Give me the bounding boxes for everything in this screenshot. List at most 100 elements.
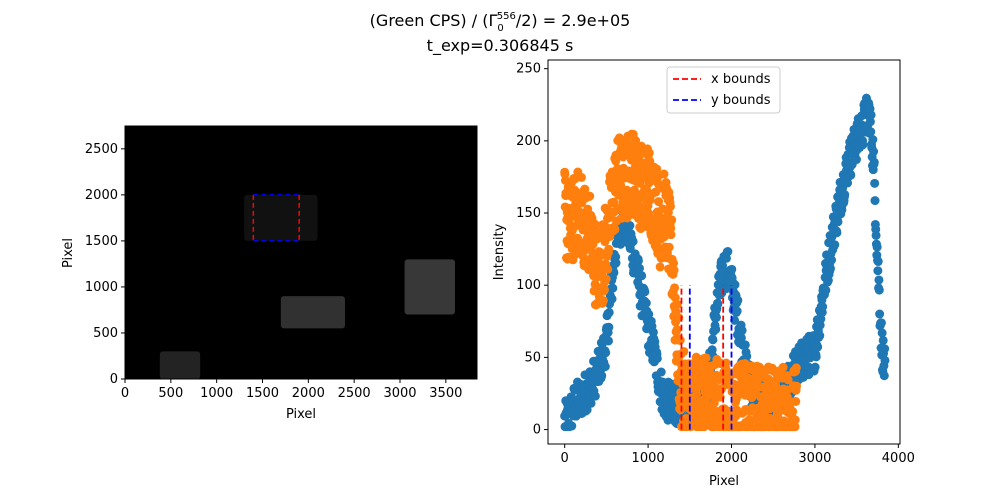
scatter-point-series-0 (876, 318, 886, 328)
legend-label-1: y bounds (711, 93, 771, 108)
scatter-point-series-0 (827, 255, 837, 265)
scatter-point-series-1 (666, 230, 676, 240)
scatter-point-series-0 (868, 135, 878, 145)
scatter-point-series-0 (611, 258, 621, 268)
scatter-y-tick-label: 250 (516, 62, 541, 77)
scatter-point-series-1 (664, 242, 674, 252)
scatter-point-series-0 (652, 353, 662, 363)
scatter-point-series-0 (601, 348, 611, 358)
scatter-point-series-1 (681, 414, 691, 424)
scatter-point-series-0 (818, 302, 828, 312)
scatter-point-series-0 (869, 147, 879, 157)
scatter-x-tick-label: 2000 (715, 451, 748, 466)
scatter-point-series-1 (652, 164, 662, 174)
scatter-point-series-0 (625, 221, 635, 231)
figure-title-line1: (Green CPS) / (Γ0556/2) = 2.9e+05 (370, 11, 631, 34)
scatter-point-series-0 (637, 271, 647, 281)
image-y-tick-label: 2500 (85, 142, 118, 157)
scatter-point-series-1 (604, 244, 614, 254)
image-x-axis-label: Pixel (286, 407, 316, 422)
scatter-point-series-0 (733, 295, 743, 305)
scatter-point-series-1 (791, 363, 801, 373)
bright-region-3 (244, 194, 318, 241)
scatter-x-tick-label: 4000 (882, 451, 915, 466)
scatter-point-series-0 (608, 283, 618, 293)
scatter-point-series-0 (880, 344, 890, 354)
image-x-tick-label: 1000 (200, 386, 233, 401)
scatter-point-series-0 (732, 306, 742, 316)
scatter-point-series-0 (871, 230, 881, 240)
scatter-point-series-0 (866, 110, 876, 120)
scatter-point-series-1 (591, 220, 601, 230)
image-y-tick-label: 0 (110, 372, 118, 387)
scatter-point-series-1 (601, 274, 611, 284)
scatter-point-series-1 (616, 180, 626, 190)
scatter-x-tick-label: 0 (561, 451, 569, 466)
scatter-point-series-1 (675, 335, 685, 345)
scatter-point-series-0 (708, 335, 718, 345)
scatter-point-series-1 (665, 201, 675, 211)
scatter-point-series-1 (585, 191, 595, 201)
scatter-point-series-0 (730, 280, 740, 290)
scatter-point-series-1 (599, 285, 609, 295)
scatter-point-series-0 (600, 362, 610, 372)
legend-label-0: x bounds (711, 72, 771, 87)
scatter-point-series-1 (672, 325, 682, 335)
scatter-frame (547, 59, 901, 445)
legend: x bounds y bounds (666, 66, 781, 114)
image-x-tick-label: 2500 (338, 386, 371, 401)
figure-title-line2: t_exp=0.306845 s (427, 36, 574, 56)
scatter-point-series-0 (604, 322, 614, 332)
scatter-point-series-1 (792, 381, 802, 391)
scatter-point-series-1 (598, 296, 608, 306)
scatter-point-series-1 (672, 299, 682, 309)
image-x-tick-label: 2000 (292, 386, 325, 401)
scatter-point-series-1 (790, 415, 800, 425)
scatter-point-series-0 (633, 256, 643, 266)
scatter-point-series-0 (628, 236, 638, 246)
scatter-point-series-0 (873, 266, 883, 276)
scatter-point-series-1 (670, 283, 680, 293)
scatter-point-series-0 (656, 367, 666, 377)
scatter-point-series-0 (851, 155, 861, 165)
scatter-point-series-0 (813, 342, 823, 352)
scatter-point-series-0 (707, 345, 717, 355)
image-y-tick-label: 1500 (85, 234, 118, 249)
scatter-point-series-0 (644, 309, 654, 319)
scatter-point-series-0 (846, 170, 856, 180)
image-frame (124, 125, 478, 380)
image-y-tick-label: 2000 (85, 188, 118, 203)
scatter-point-series-0 (635, 263, 645, 273)
scatter-point-series-0 (811, 352, 821, 362)
title-suffix: /2) = 2.9e+05 (516, 11, 630, 30)
scatter-point-series-1 (790, 422, 800, 432)
scatter-point-series-0 (723, 247, 733, 257)
scatter-point-series-0 (874, 285, 884, 295)
scatter-point-series-0 (865, 117, 875, 127)
title-superscript: 556 (497, 11, 516, 22)
scatter-point-series-0 (604, 307, 614, 317)
image-y-axis-label: Pixel (61, 238, 76, 268)
scatter-point-series-0 (870, 178, 880, 188)
scatter-point-series-0 (866, 127, 876, 137)
image-background (125, 126, 477, 379)
scatter-point-series-0 (641, 298, 651, 308)
scatter-point-series-1 (788, 407, 798, 417)
scatter-point-series-0 (872, 242, 882, 252)
image-x-tick-label: 3000 (383, 386, 416, 401)
scatter-y-axis-label: Intensity (492, 223, 507, 280)
scatter-point-series-0 (840, 190, 850, 200)
image-x-tick-label: 3500 (429, 386, 462, 401)
scatter-point-series-0 (879, 371, 889, 381)
scatter-point-series-0 (736, 333, 746, 343)
scatter-point-series-1 (603, 264, 613, 274)
title-subscript: 0 (497, 23, 503, 34)
scatter-point-series-0 (825, 263, 835, 273)
scatter-y-ticks: 0 50 100 150 200 250 (516, 62, 548, 438)
scatter-point-series-0 (742, 351, 752, 361)
scatter-point-series-0 (604, 336, 614, 346)
scatter-point-series-1 (580, 184, 590, 194)
scatter-point-series-0 (590, 391, 600, 401)
scatter-point-series-1 (669, 258, 679, 268)
